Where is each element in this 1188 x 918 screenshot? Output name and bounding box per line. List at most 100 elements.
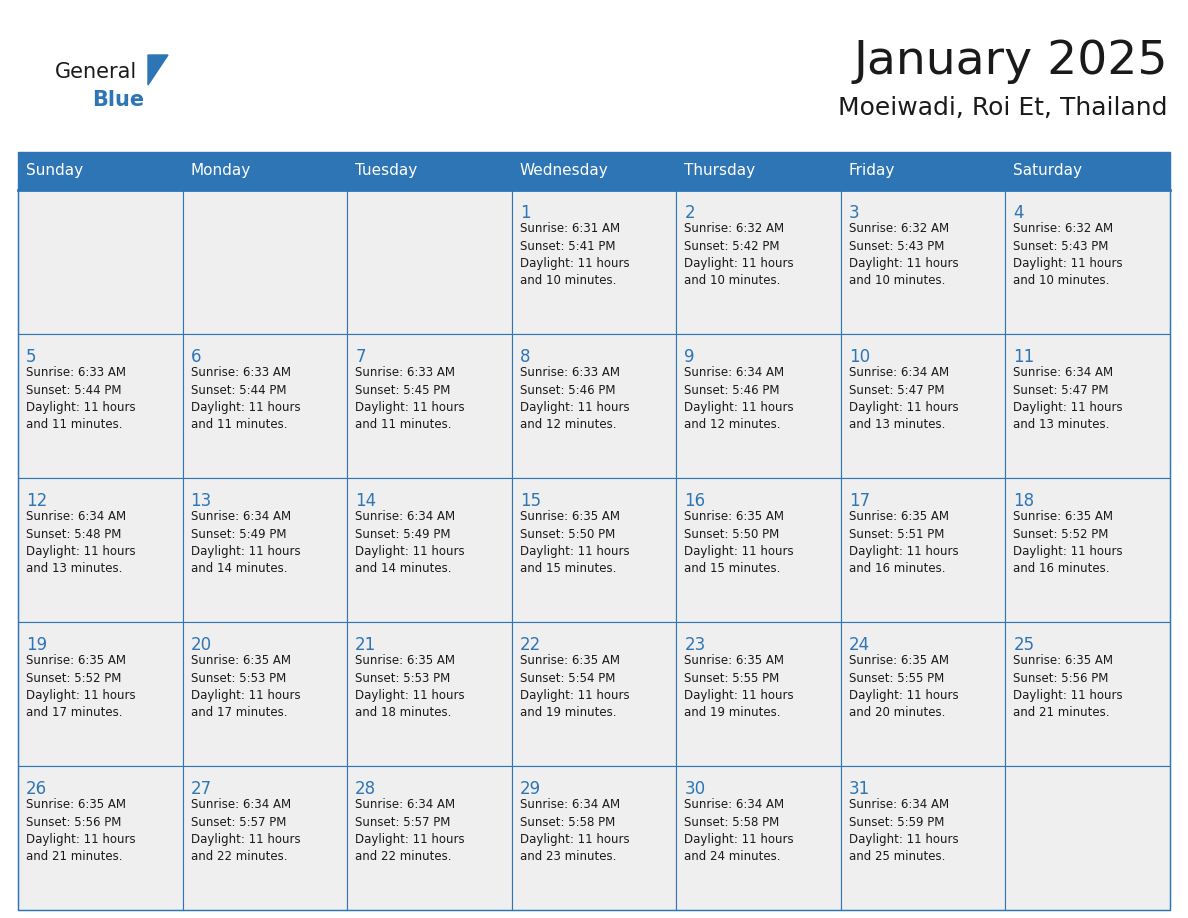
Text: Wednesday: Wednesday (519, 163, 608, 178)
Text: Sunrise: 6:34 AM
Sunset: 5:46 PM
Daylight: 11 hours
and 12 minutes.: Sunrise: 6:34 AM Sunset: 5:46 PM Dayligh… (684, 366, 794, 431)
Text: 15: 15 (519, 492, 541, 510)
Text: 18: 18 (1013, 492, 1035, 510)
Bar (183, 334, 347, 478)
Text: Sunrise: 6:34 AM
Sunset: 5:59 PM
Daylight: 11 hours
and 25 minutes.: Sunrise: 6:34 AM Sunset: 5:59 PM Dayligh… (849, 798, 959, 864)
Bar (841, 152, 1005, 190)
Text: 24: 24 (849, 636, 870, 654)
Text: 21: 21 (355, 636, 377, 654)
Text: 10: 10 (849, 348, 870, 366)
Bar (347, 478, 512, 622)
Text: 11: 11 (1013, 348, 1035, 366)
Text: 31: 31 (849, 780, 870, 798)
Bar (18, 190, 183, 334)
Text: Sunrise: 6:35 AM
Sunset: 5:50 PM
Daylight: 11 hours
and 15 minutes.: Sunrise: 6:35 AM Sunset: 5:50 PM Dayligh… (519, 510, 630, 576)
Text: Thursday: Thursday (684, 163, 756, 178)
Bar (1005, 152, 1170, 190)
Text: Sunrise: 6:33 AM
Sunset: 5:44 PM
Daylight: 11 hours
and 11 minutes.: Sunrise: 6:33 AM Sunset: 5:44 PM Dayligh… (190, 366, 301, 431)
Text: Sunrise: 6:34 AM
Sunset: 5:47 PM
Daylight: 11 hours
and 13 minutes.: Sunrise: 6:34 AM Sunset: 5:47 PM Dayligh… (849, 366, 959, 431)
Text: 26: 26 (26, 780, 48, 798)
Text: Sunrise: 6:34 AM
Sunset: 5:58 PM
Daylight: 11 hours
and 24 minutes.: Sunrise: 6:34 AM Sunset: 5:58 PM Dayligh… (684, 798, 794, 864)
Text: 22: 22 (519, 636, 541, 654)
Bar (676, 190, 841, 334)
Text: 30: 30 (684, 780, 706, 798)
Bar (347, 334, 512, 478)
Bar (841, 190, 1005, 334)
Text: 9: 9 (684, 348, 695, 366)
Text: Sunrise: 6:33 AM
Sunset: 5:46 PM
Daylight: 11 hours
and 12 minutes.: Sunrise: 6:33 AM Sunset: 5:46 PM Dayligh… (519, 366, 630, 431)
Bar (183, 478, 347, 622)
Bar (183, 766, 347, 910)
Bar (512, 766, 676, 910)
Text: Sunrise: 6:32 AM
Sunset: 5:42 PM
Daylight: 11 hours
and 10 minutes.: Sunrise: 6:32 AM Sunset: 5:42 PM Dayligh… (684, 222, 794, 287)
Text: Sunrise: 6:35 AM
Sunset: 5:51 PM
Daylight: 11 hours
and 16 minutes.: Sunrise: 6:35 AM Sunset: 5:51 PM Dayligh… (849, 510, 959, 576)
Bar (347, 190, 512, 334)
Bar (1005, 334, 1170, 478)
Bar (512, 152, 676, 190)
Text: Sunrise: 6:35 AM
Sunset: 5:55 PM
Daylight: 11 hours
and 19 minutes.: Sunrise: 6:35 AM Sunset: 5:55 PM Dayligh… (684, 654, 794, 720)
Text: Sunrise: 6:32 AM
Sunset: 5:43 PM
Daylight: 11 hours
and 10 minutes.: Sunrise: 6:32 AM Sunset: 5:43 PM Dayligh… (1013, 222, 1123, 287)
Text: 17: 17 (849, 492, 870, 510)
Text: 3: 3 (849, 204, 859, 222)
Text: Sunrise: 6:31 AM
Sunset: 5:41 PM
Daylight: 11 hours
and 10 minutes.: Sunrise: 6:31 AM Sunset: 5:41 PM Dayligh… (519, 222, 630, 287)
Text: Sunrise: 6:34 AM
Sunset: 5:58 PM
Daylight: 11 hours
and 23 minutes.: Sunrise: 6:34 AM Sunset: 5:58 PM Dayligh… (519, 798, 630, 864)
Bar (512, 622, 676, 766)
Bar (512, 190, 676, 334)
Text: Sunrise: 6:35 AM
Sunset: 5:53 PM
Daylight: 11 hours
and 18 minutes.: Sunrise: 6:35 AM Sunset: 5:53 PM Dayligh… (355, 654, 465, 720)
Bar (183, 152, 347, 190)
Bar (1005, 190, 1170, 334)
Text: Sunrise: 6:32 AM
Sunset: 5:43 PM
Daylight: 11 hours
and 10 minutes.: Sunrise: 6:32 AM Sunset: 5:43 PM Dayligh… (849, 222, 959, 287)
Text: 4: 4 (1013, 204, 1024, 222)
Bar (347, 766, 512, 910)
Bar (1005, 478, 1170, 622)
Text: 23: 23 (684, 636, 706, 654)
Bar (1005, 766, 1170, 910)
Text: 16: 16 (684, 492, 706, 510)
Text: Sunrise: 6:34 AM
Sunset: 5:49 PM
Daylight: 11 hours
and 14 minutes.: Sunrise: 6:34 AM Sunset: 5:49 PM Dayligh… (355, 510, 465, 576)
Text: 7: 7 (355, 348, 366, 366)
Text: 29: 29 (519, 780, 541, 798)
Bar (841, 622, 1005, 766)
Text: Moeiwadi, Roi Et, Thailand: Moeiwadi, Roi Et, Thailand (839, 96, 1168, 120)
Text: Sunrise: 6:34 AM
Sunset: 5:49 PM
Daylight: 11 hours
and 14 minutes.: Sunrise: 6:34 AM Sunset: 5:49 PM Dayligh… (190, 510, 301, 576)
Text: 6: 6 (190, 348, 201, 366)
Text: Tuesday: Tuesday (355, 163, 417, 178)
Text: 12: 12 (26, 492, 48, 510)
Polygon shape (148, 55, 168, 85)
Text: 20: 20 (190, 636, 211, 654)
Text: Sunrise: 6:34 AM
Sunset: 5:47 PM
Daylight: 11 hours
and 13 minutes.: Sunrise: 6:34 AM Sunset: 5:47 PM Dayligh… (1013, 366, 1123, 431)
Bar (18, 622, 183, 766)
Text: General: General (55, 62, 138, 82)
Text: Sunrise: 6:35 AM
Sunset: 5:50 PM
Daylight: 11 hours
and 15 minutes.: Sunrise: 6:35 AM Sunset: 5:50 PM Dayligh… (684, 510, 794, 576)
Text: Sunrise: 6:33 AM
Sunset: 5:45 PM
Daylight: 11 hours
and 11 minutes.: Sunrise: 6:33 AM Sunset: 5:45 PM Dayligh… (355, 366, 465, 431)
Text: Monday: Monday (190, 163, 251, 178)
Bar (841, 478, 1005, 622)
Bar (18, 478, 183, 622)
Text: 28: 28 (355, 780, 377, 798)
Bar (841, 334, 1005, 478)
Text: Sunrise: 6:35 AM
Sunset: 5:55 PM
Daylight: 11 hours
and 20 minutes.: Sunrise: 6:35 AM Sunset: 5:55 PM Dayligh… (849, 654, 959, 720)
Text: Blue: Blue (91, 90, 144, 110)
Bar (676, 766, 841, 910)
Text: Sunday: Sunday (26, 163, 83, 178)
Bar (18, 334, 183, 478)
Text: Friday: Friday (849, 163, 896, 178)
Text: Saturday: Saturday (1013, 163, 1082, 178)
Bar (183, 190, 347, 334)
Bar (347, 622, 512, 766)
Text: Sunrise: 6:34 AM
Sunset: 5:57 PM
Daylight: 11 hours
and 22 minutes.: Sunrise: 6:34 AM Sunset: 5:57 PM Dayligh… (190, 798, 301, 864)
Text: 14: 14 (355, 492, 377, 510)
Bar (18, 766, 183, 910)
Text: 5: 5 (26, 348, 37, 366)
Bar (347, 152, 512, 190)
Text: Sunrise: 6:35 AM
Sunset: 5:54 PM
Daylight: 11 hours
and 19 minutes.: Sunrise: 6:35 AM Sunset: 5:54 PM Dayligh… (519, 654, 630, 720)
Bar (841, 766, 1005, 910)
Text: 2: 2 (684, 204, 695, 222)
Text: 13: 13 (190, 492, 211, 510)
Text: 8: 8 (519, 348, 530, 366)
Text: Sunrise: 6:34 AM
Sunset: 5:48 PM
Daylight: 11 hours
and 13 minutes.: Sunrise: 6:34 AM Sunset: 5:48 PM Dayligh… (26, 510, 135, 576)
Bar (1005, 622, 1170, 766)
Text: January 2025: January 2025 (853, 39, 1168, 84)
Text: 25: 25 (1013, 636, 1035, 654)
Bar (676, 478, 841, 622)
Text: Sunrise: 6:35 AM
Sunset: 5:52 PM
Daylight: 11 hours
and 17 minutes.: Sunrise: 6:35 AM Sunset: 5:52 PM Dayligh… (26, 654, 135, 720)
